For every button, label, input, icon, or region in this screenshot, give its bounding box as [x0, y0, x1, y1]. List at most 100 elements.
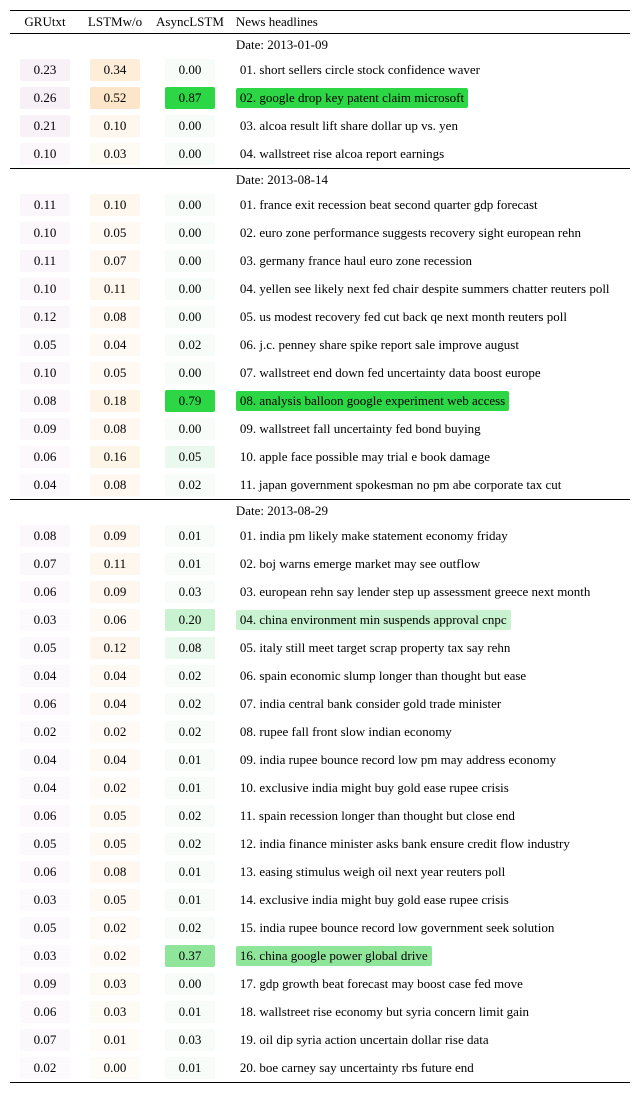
- gru-value: 0.26: [20, 87, 70, 109]
- lstm-value: 0.05: [90, 362, 140, 384]
- async-value: 0.00: [165, 222, 215, 244]
- table-row: 0.040.020.0110. exclusive india might bu…: [10, 774, 630, 802]
- lstm-value: 0.34: [90, 59, 140, 81]
- gru-value: 0.02: [20, 721, 70, 743]
- lstm-value: 0.04: [90, 749, 140, 771]
- headline-text: 04. yellen see likely next fed chair des…: [236, 279, 614, 299]
- lstm-value: 0.11: [90, 553, 140, 575]
- lstm-value: 0.03: [90, 1001, 140, 1023]
- async-value: 0.00: [165, 59, 215, 81]
- async-value: 0.02: [165, 665, 215, 687]
- table-row: 0.050.040.0206. j.c. penney share spike …: [10, 331, 630, 359]
- lstm-value: 0.04: [90, 693, 140, 715]
- gru-value: 0.06: [20, 446, 70, 468]
- gru-value: 0.03: [20, 609, 70, 631]
- headline-text: 02. boj warns emerge market may see outf…: [236, 554, 484, 574]
- table-row: 0.10 0.05 0.00 02. euro zone performance su…: [10, 219, 630, 247]
- headline-text: 08. analysis balloon google experiment w…: [236, 391, 509, 411]
- lstm-value: 0.16: [90, 446, 140, 468]
- lstm-value: 0.05: [90, 222, 140, 244]
- async-value: 0.79: [165, 390, 215, 412]
- async-value: 0.02: [165, 474, 215, 496]
- table-row: 0.080.090.0101. india pm likely make sta…: [10, 522, 630, 550]
- date-row: Date: 2013-08-14: [10, 169, 630, 191]
- table-row: 0.050.050.0212. india finance minister a…: [10, 830, 630, 858]
- table-row: 0.030.060.2004. china environment min su…: [10, 606, 630, 634]
- date-row: Date: 2013-08-29: [10, 500, 630, 522]
- gru-value: 0.04: [20, 474, 70, 496]
- gru-value: 0.09: [20, 973, 70, 995]
- gru-value: 0.06: [20, 805, 70, 827]
- headline-text: 15. india rupee bounce record low govern…: [236, 918, 558, 938]
- gru-value: 0.05: [20, 637, 70, 659]
- gru-value: 0.23: [20, 59, 70, 81]
- async-value: 0.02: [165, 917, 215, 939]
- gru-value: 0.07: [20, 1029, 70, 1051]
- headline-text: 01. france exit recession beat second qu…: [236, 195, 542, 215]
- table-row: 0.060.030.0118. wallstreet rise economy …: [10, 998, 630, 1026]
- headline-text: 14. exclusive india might buy gold ease …: [236, 890, 513, 910]
- async-value: 0.08: [165, 637, 215, 659]
- lstm-value: 0.03: [90, 973, 140, 995]
- table-row: 0.230.340.0001. short sellers circle sto…: [10, 56, 630, 84]
- lstm-value: 0.10: [90, 194, 140, 216]
- table-row: 0.040.040.0206. spain economic slump lon…: [10, 662, 630, 690]
- lstm-value: 0.02: [90, 945, 140, 967]
- lstm-value: 0.18: [90, 390, 140, 412]
- date-row: Date: 2013-01-09: [10, 34, 630, 57]
- table-row: 0.060.040.0207. india central bank consi…: [10, 690, 630, 718]
- lstm-value: 0.04: [90, 334, 140, 356]
- lstm-value: 0.05: [90, 805, 140, 827]
- lstm-value: 0.04: [90, 665, 140, 687]
- headline-text: 03. european rehn say lender step up ass…: [236, 582, 595, 602]
- async-value: 0.00: [165, 250, 215, 272]
- headline-text: 02. euro zone performance suggests recov…: [236, 223, 585, 243]
- async-value: 0.87: [165, 87, 215, 109]
- gru-value: 0.04: [20, 749, 70, 771]
- gru-value: 0.05: [20, 833, 70, 855]
- async-value: 0.20: [165, 609, 215, 631]
- headline-text: 04. china environment min suspends appro…: [236, 610, 511, 630]
- lstm-value: 0.03: [90, 143, 140, 165]
- table-row: 0.060.050.0211. spain recession longer t…: [10, 802, 630, 830]
- table-row: 0.100.110.0004. yellen see likely next f…: [10, 275, 630, 303]
- lstm-value: 0.08: [90, 474, 140, 496]
- headline-text: 02. google drop key patent claim microso…: [236, 88, 468, 108]
- headline-text: 07. india central bank consider gold tra…: [236, 694, 505, 714]
- table-row: 0.100.030.0004. wallstreet rise alcoa re…: [10, 140, 630, 169]
- async-value: 0.00: [165, 973, 215, 995]
- gru-value: 0.05: [20, 334, 70, 356]
- async-value: 0.01: [165, 749, 215, 771]
- async-value: 0.00: [165, 194, 215, 216]
- lstm-value: 0.08: [90, 861, 140, 883]
- headline-text: 06. j.c. penney share spike report sale …: [236, 335, 523, 355]
- lstm-value: 0.09: [90, 581, 140, 603]
- headline-text: 01. india pm likely make statement econo…: [236, 526, 512, 546]
- headline-text: 04. wallstreet rise alcoa report earning…: [236, 144, 448, 164]
- async-value: 0.03: [165, 1029, 215, 1051]
- async-value: 0.00: [165, 418, 215, 440]
- lstm-value: 0.02: [90, 721, 140, 743]
- lstm-value: 0.00: [90, 1057, 140, 1079]
- gru-value: 0.10: [20, 222, 70, 244]
- gru-value: 0.04: [20, 665, 70, 687]
- gru-value: 0.06: [20, 1001, 70, 1023]
- gru-value: 0.03: [20, 889, 70, 911]
- gru-value: 0.10: [20, 362, 70, 384]
- lstm-value: 0.52: [90, 87, 140, 109]
- lstm-value: 0.05: [90, 833, 140, 855]
- headline-text: 05. us modest recovery fed cut back qe n…: [236, 307, 571, 327]
- table-row: 0.030.020.3716. china google power globa…: [10, 942, 630, 970]
- async-value: 0.00: [165, 306, 215, 328]
- table-row: 0.090.030.0017. gdp growth beat forecast…: [10, 970, 630, 998]
- table-row: 0.080.180.7908. analysis balloon google …: [10, 387, 630, 415]
- date-label: Date: 2013-08-29: [230, 500, 630, 522]
- headline-text: 10. apple face possible may trial e book…: [236, 447, 494, 467]
- async-value: 0.01: [165, 553, 215, 575]
- table-row: 0.110.070.0003. germany france haul euro…: [10, 247, 630, 275]
- async-value: 0.01: [165, 525, 215, 547]
- gru-value: 0.05: [20, 917, 70, 939]
- column-header: GRUtxt: [10, 11, 80, 34]
- gru-value: 0.04: [20, 777, 70, 799]
- headline-text: 13. easing stimulus weigh oil next year …: [236, 862, 509, 882]
